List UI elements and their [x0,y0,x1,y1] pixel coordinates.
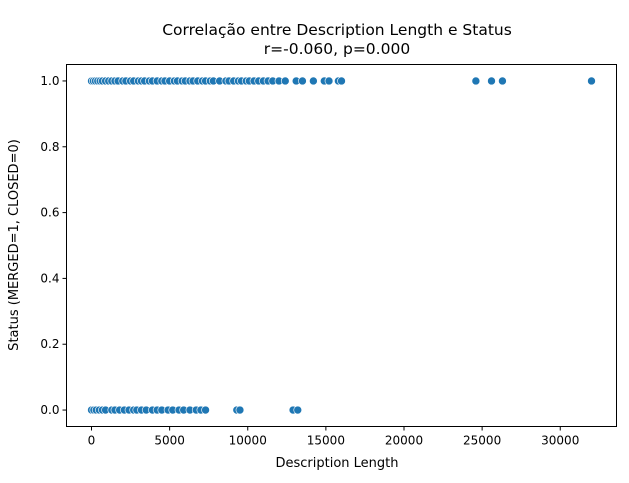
data-point [298,76,307,86]
x-tick-label: 25000 [463,434,501,448]
data-point [293,405,303,415]
y-axis-label: Status (MERGED=1, CLOSED=0) [7,139,22,351]
x-tick-label: 0 [88,434,96,448]
y-tick-label: 0.6 [40,206,59,220]
data-point [498,76,507,86]
x-tick-label: 5000 [154,434,185,448]
y-tick-label: 1.0 [40,74,59,88]
x-axis-ticks: 0 5000 10000 15000 20000 25000 30000 [88,426,579,448]
data-point [280,76,290,86]
y-axis-ticks: 0.0 0.2 0.4 0.6 0.8 1.0 [40,74,67,417]
data-point [324,76,334,86]
x-tick-label: 20000 [385,434,423,448]
chart-subtitle: r=-0.060, p=0.000 [264,40,410,58]
x-tick-label: 15000 [307,434,345,448]
data-point [337,76,346,86]
y-tick-label: 0.4 [40,271,59,285]
y-tick-label: 0.8 [40,140,59,154]
data-point [471,76,481,86]
x-axis-label: Description Length [275,456,398,471]
data-point [309,76,318,86]
data-points [87,76,596,415]
x-tick-label: 10000 [229,434,267,448]
plot-frame [66,64,617,427]
data-point [235,405,245,415]
data-point [201,405,210,415]
y-tick-label: 0.0 [40,403,59,417]
data-point [587,76,596,86]
chart-title: Correlação entre Description Length e St… [162,21,512,39]
x-tick-label: 30000 [541,434,579,448]
y-tick-label: 0.2 [40,337,59,351]
data-point [487,76,496,86]
